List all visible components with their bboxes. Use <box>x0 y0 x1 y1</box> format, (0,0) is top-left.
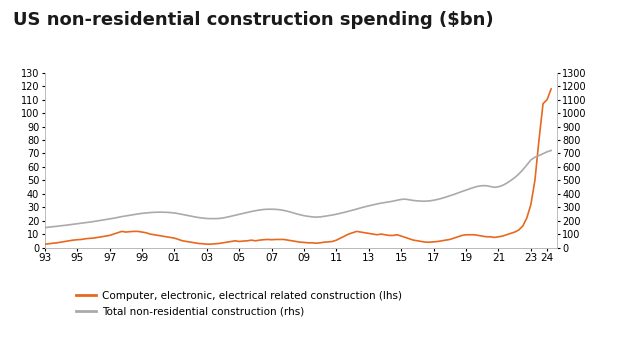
Text: US non-residential construction spending ($bn): US non-residential construction spending… <box>13 11 493 29</box>
Legend: Computer, electronic, electrical related construction (lhs), Total non-residenti: Computer, electronic, electrical related… <box>76 291 402 316</box>
